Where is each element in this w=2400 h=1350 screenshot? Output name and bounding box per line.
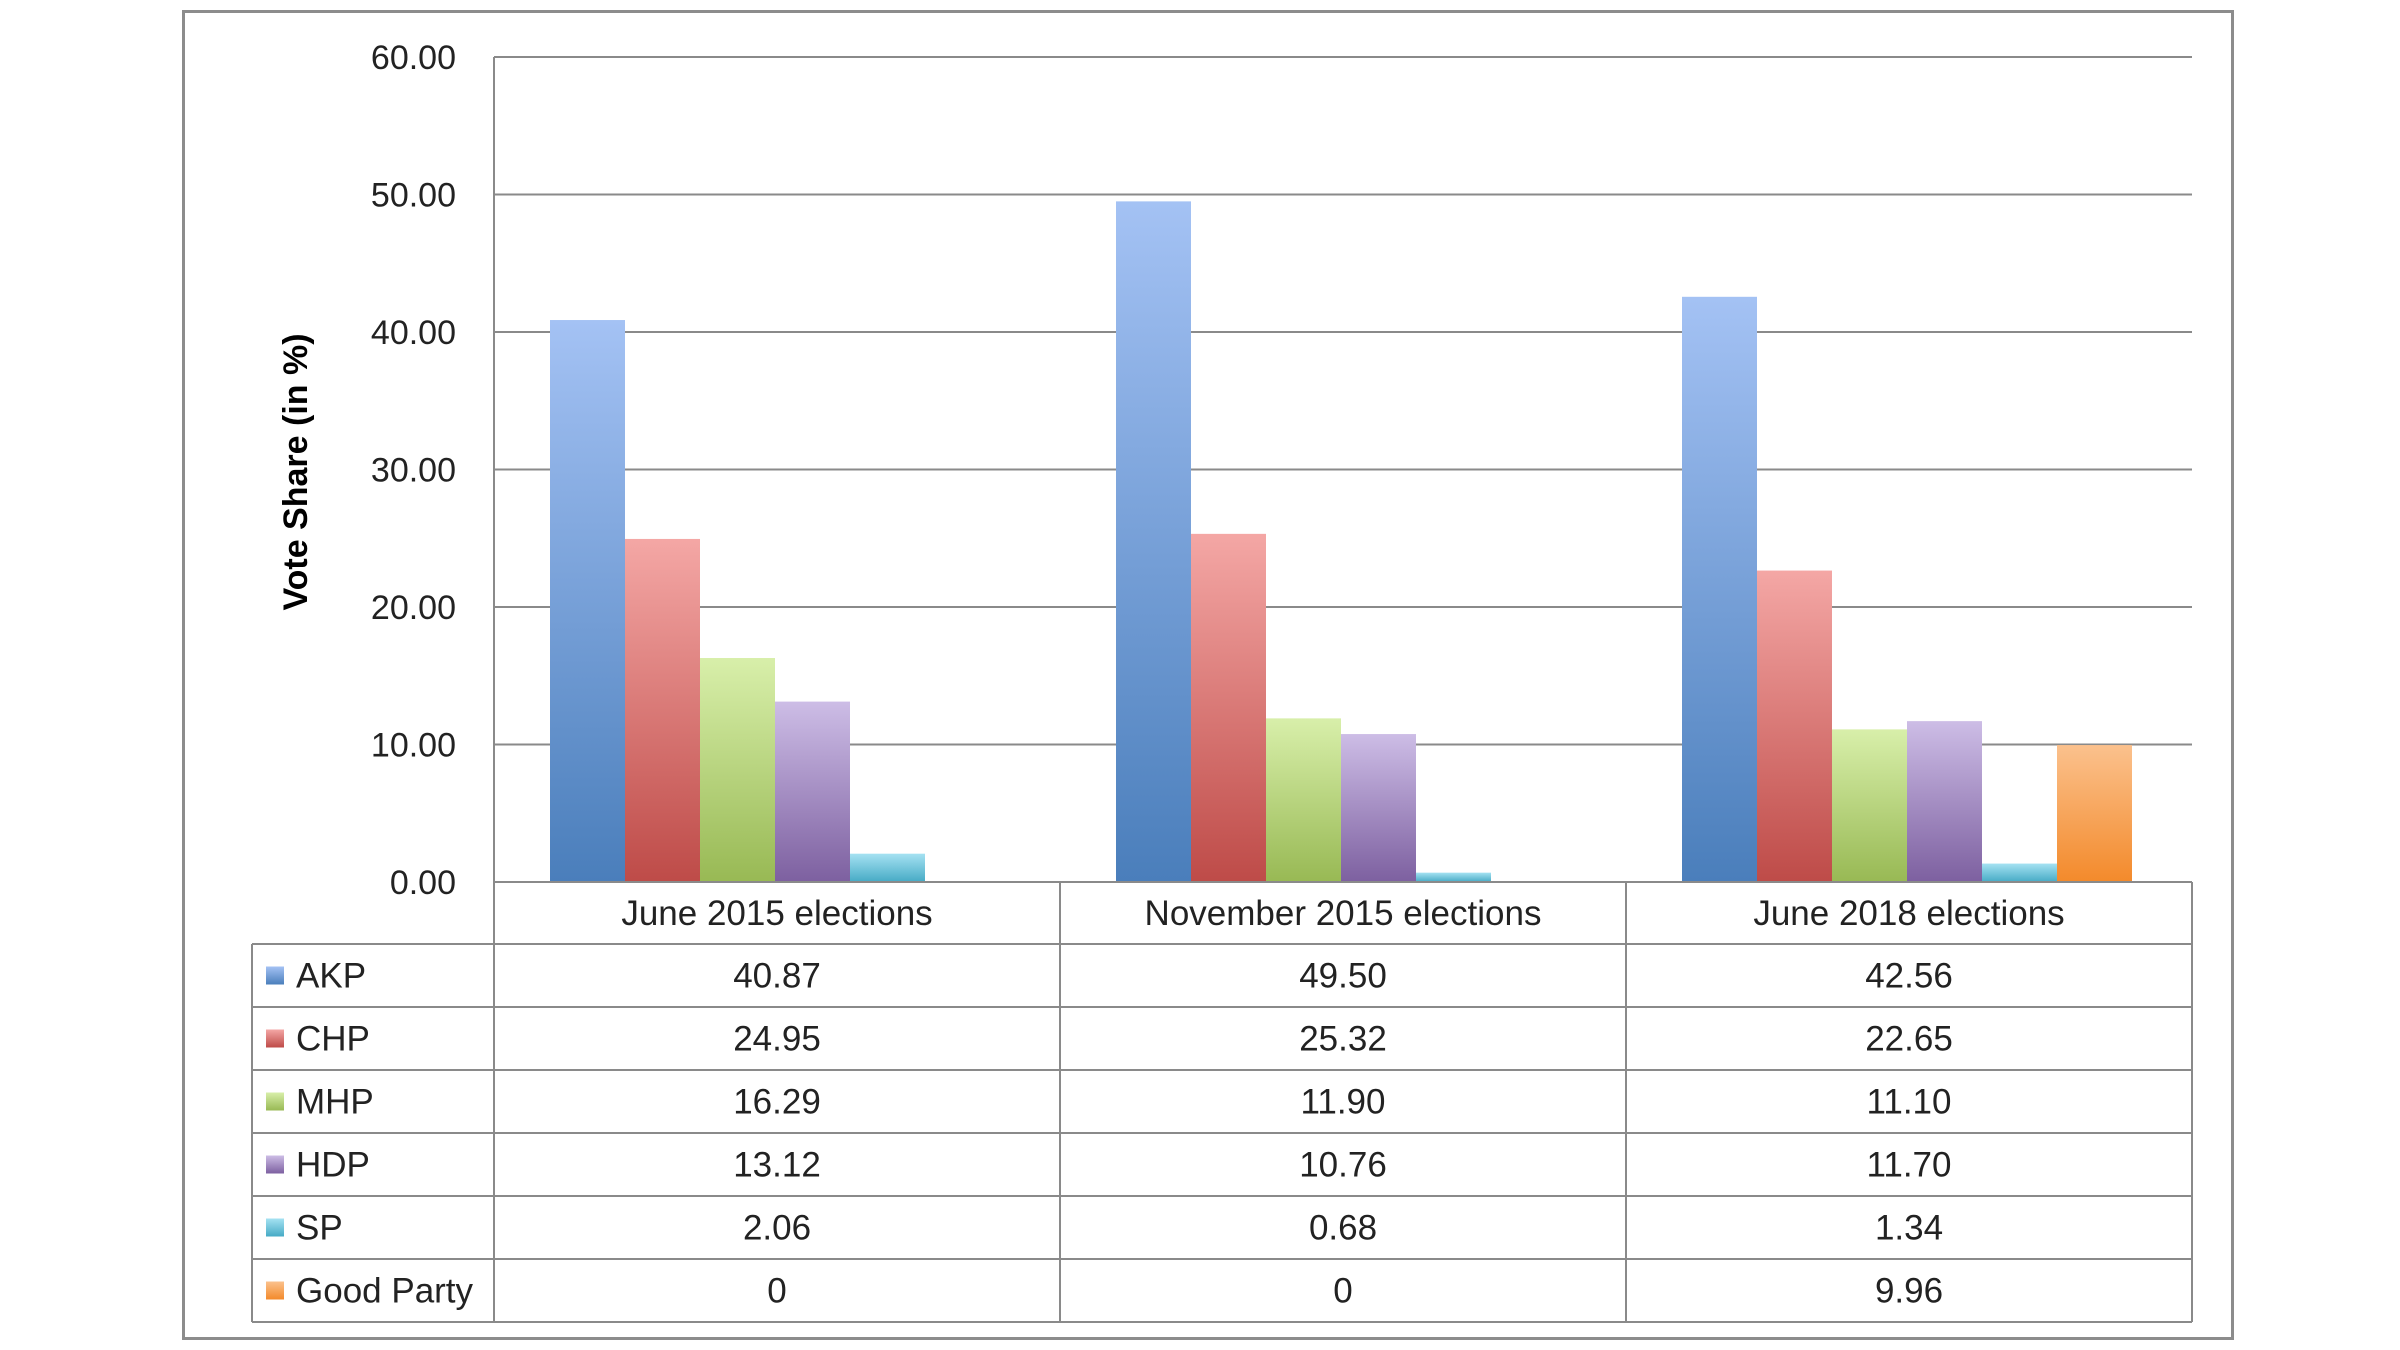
bar-akp xyxy=(1116,201,1191,882)
data-label: 11.90 xyxy=(1301,1083,1386,1122)
bars xyxy=(550,201,2132,883)
data-label: 0 xyxy=(1333,1272,1352,1311)
data-label: 9.96 xyxy=(1875,1272,1943,1311)
bar-hdp xyxy=(1341,734,1416,882)
x-tick-label: November 2015 elections xyxy=(1145,894,1542,933)
legend-swatch xyxy=(266,1092,284,1111)
data-label: 11.10 xyxy=(1867,1083,1952,1122)
bar-hdp xyxy=(775,701,850,882)
y-axis-ticks: 0.00 10.00 20.00 30.00 40.00 50.00 60.00 xyxy=(371,39,456,902)
bar-sp xyxy=(850,853,925,882)
legend-label: CHP xyxy=(296,1020,370,1059)
data-label: 10.76 xyxy=(1299,1146,1387,1185)
bar-good-party xyxy=(2057,745,2132,882)
bar-chp xyxy=(1757,570,1832,882)
legend-swatch xyxy=(266,1281,284,1300)
bar-hdp xyxy=(1907,721,1982,882)
bar-sp xyxy=(1416,872,1491,882)
bar-sp xyxy=(1982,863,2057,882)
data-label: 1.34 xyxy=(1875,1209,1943,1248)
legend-swatch xyxy=(266,966,284,985)
bar-akp xyxy=(550,320,625,883)
legend-label: AKP xyxy=(296,957,366,996)
legend-swatch xyxy=(266,1155,284,1174)
data-label: 40.87 xyxy=(733,957,821,996)
y-tick-label: 60.00 xyxy=(371,39,456,77)
data-label: 11.70 xyxy=(1867,1146,1952,1185)
bar-akp xyxy=(1682,296,1757,882)
data-label: 13.12 xyxy=(733,1146,821,1185)
data-label: 0 xyxy=(767,1272,786,1311)
y-tick-label: 30.00 xyxy=(371,452,456,490)
legend-label: MHP xyxy=(296,1083,374,1122)
y-tick-label: 50.00 xyxy=(371,177,456,215)
data-table: June 2015 elections November 2015 electio… xyxy=(251,881,2193,1323)
legend-swatch xyxy=(266,1218,284,1237)
y-tick-label: 20.00 xyxy=(371,589,456,627)
x-tick-label: June 2018 elections xyxy=(1753,894,2064,933)
bar-chp xyxy=(1191,533,1266,882)
bar-mhp xyxy=(1266,718,1341,882)
data-label: 22.65 xyxy=(1865,1020,1953,1059)
x-tick-label: June 2015 elections xyxy=(621,894,932,933)
bar-mhp xyxy=(700,658,775,882)
legend-label: HDP xyxy=(296,1146,370,1185)
y-tick-label: 10.00 xyxy=(371,727,456,765)
legend-label: SP xyxy=(296,1209,343,1248)
data-label: 0.68 xyxy=(1309,1209,1377,1248)
bar-mhp xyxy=(1832,729,1907,882)
y-tick-label: 0.00 xyxy=(390,864,456,902)
data-label: 2.06 xyxy=(743,1209,811,1248)
bar-chp xyxy=(625,538,700,882)
data-label: 25.32 xyxy=(1299,1020,1387,1059)
y-axis-label: Vote Share (in %) xyxy=(277,333,315,610)
data-label: 49.50 xyxy=(1299,957,1387,996)
y-tick-label: 40.00 xyxy=(371,314,456,352)
legend-swatch xyxy=(266,1029,284,1048)
data-label: 16.29 xyxy=(733,1083,821,1122)
data-label: 42.56 xyxy=(1865,957,1953,996)
data-label: 24.95 xyxy=(733,1020,821,1059)
legend-label: Good Party xyxy=(296,1272,474,1311)
